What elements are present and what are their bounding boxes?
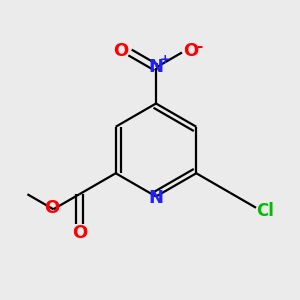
Text: -: -: [196, 39, 203, 54]
Text: O: O: [44, 199, 59, 217]
Text: N: N: [148, 58, 164, 76]
Text: +: +: [160, 52, 170, 66]
Text: Cl: Cl: [256, 202, 274, 220]
Text: O: O: [72, 224, 87, 242]
Text: O: O: [113, 42, 129, 60]
Text: N: N: [148, 189, 164, 207]
Text: O: O: [183, 42, 198, 60]
